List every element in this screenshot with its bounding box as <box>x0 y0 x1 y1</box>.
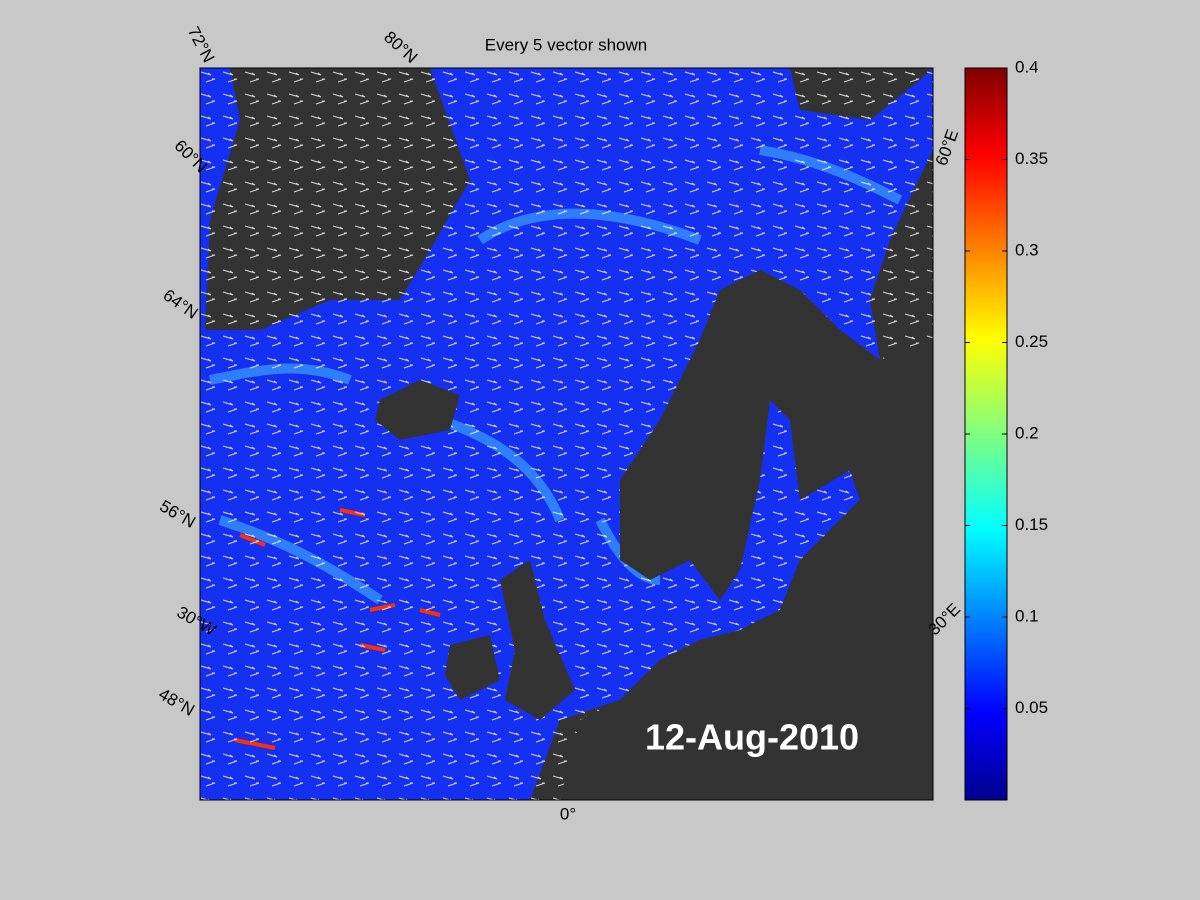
ireland <box>445 635 500 700</box>
colorbar-tick-label: 0.05 <box>1015 698 1048 717</box>
map-title: Every 5 vector shown <box>485 35 648 54</box>
britain <box>500 560 575 720</box>
colorbar-tick-label: 0.3 <box>1015 240 1039 259</box>
colorbar-tick-label: 0.2 <box>1015 423 1039 442</box>
colorbar <box>964 67 1008 801</box>
lat-label: 80°N <box>380 27 421 67</box>
colorbar-tick-label: 0.1 <box>1015 606 1039 625</box>
colorbar-tick-label: 0.15 <box>1015 515 1048 534</box>
map-frame <box>199 67 934 801</box>
iceland <box>375 380 460 440</box>
colorbar-tick-label: 0.25 <box>1015 332 1048 351</box>
colorbar-tick-label: 0.35 <box>1015 149 1048 168</box>
date-label: 12-Aug-2010 <box>645 717 859 758</box>
map <box>200 68 933 800</box>
lon-label: 60°E <box>932 127 963 168</box>
lat-label: 64°N <box>160 285 202 322</box>
lat-label: 48°N <box>155 684 197 719</box>
lon-label: 0° <box>560 804 576 823</box>
scandinavia <box>560 270 933 800</box>
lat-label: 56°N <box>156 496 198 531</box>
colorbar-tick-label: 0.4 <box>1015 57 1039 76</box>
lat-label: 72°N <box>184 23 219 65</box>
